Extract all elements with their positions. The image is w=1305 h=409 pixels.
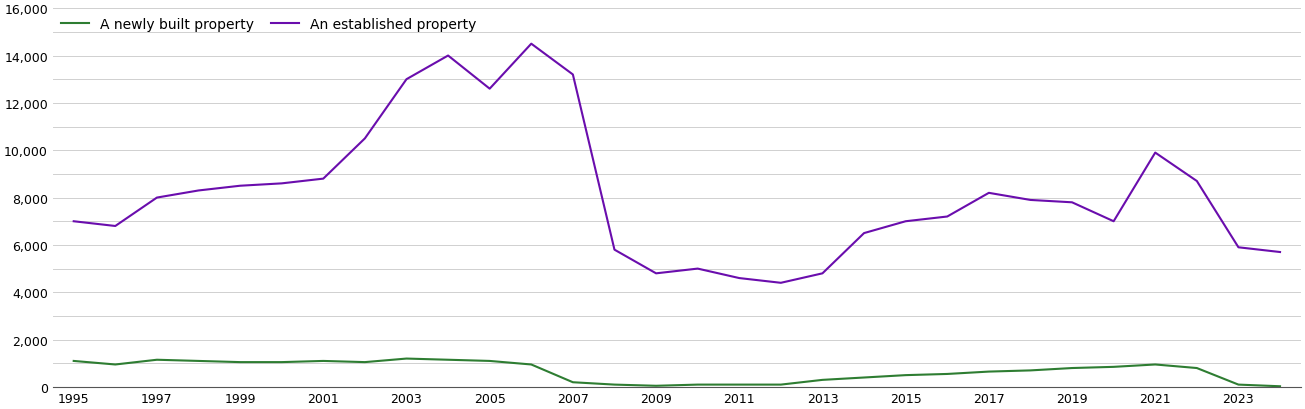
An established property (358, 137, 373, 142)
Legend: A newly built property, An established property: A newly built property, An established p… (56, 12, 482, 37)
A newly built property (856, 375, 872, 380)
A newly built property (107, 362, 123, 367)
An established property (1147, 151, 1163, 156)
A newly built property (1231, 382, 1246, 387)
A newly built property (1105, 364, 1121, 369)
An established property (856, 231, 872, 236)
An established property (398, 78, 414, 83)
An established property (565, 73, 581, 78)
A newly built property (1064, 366, 1079, 371)
A newly built property (607, 382, 622, 387)
An established property (65, 219, 81, 224)
An established property (316, 177, 331, 182)
An established property (1105, 219, 1121, 224)
A newly built property (398, 356, 414, 361)
A newly built property (523, 362, 539, 367)
An established property (731, 276, 746, 281)
A newly built property (898, 373, 913, 378)
An established property (940, 215, 955, 220)
A newly built property (649, 383, 664, 388)
An established property (440, 54, 455, 59)
An established property (1189, 179, 1205, 184)
A newly built property (316, 359, 331, 364)
A newly built property (440, 357, 455, 362)
An established property (232, 184, 248, 189)
Line: An established property: An established property (73, 45, 1280, 283)
An established property (607, 247, 622, 252)
An established property (898, 219, 913, 224)
An established property (1023, 198, 1039, 203)
An established property (191, 189, 206, 193)
An established property (107, 224, 123, 229)
An established property (523, 42, 539, 47)
Line: A newly built property: A newly built property (73, 359, 1280, 387)
A newly built property (731, 382, 746, 387)
An established property (773, 281, 788, 285)
A newly built property (358, 360, 373, 365)
A newly built property (274, 360, 290, 365)
An established property (1272, 250, 1288, 255)
A newly built property (482, 359, 497, 364)
An established property (649, 271, 664, 276)
A newly built property (1023, 368, 1039, 373)
An established property (981, 191, 997, 196)
A newly built property (149, 357, 164, 362)
An established property (149, 196, 164, 200)
A newly built property (565, 380, 581, 385)
An established property (1064, 200, 1079, 205)
A newly built property (232, 360, 248, 365)
A newly built property (814, 378, 830, 382)
A newly built property (773, 382, 788, 387)
An established property (690, 267, 706, 272)
A newly built property (1147, 362, 1163, 367)
A newly built property (191, 359, 206, 364)
An established property (1231, 245, 1246, 250)
A newly built property (1272, 384, 1288, 389)
An established property (814, 271, 830, 276)
A newly built property (940, 372, 955, 377)
An established property (482, 87, 497, 92)
A newly built property (981, 369, 997, 374)
A newly built property (1189, 366, 1205, 371)
A newly built property (65, 359, 81, 364)
A newly built property (690, 382, 706, 387)
An established property (274, 182, 290, 187)
